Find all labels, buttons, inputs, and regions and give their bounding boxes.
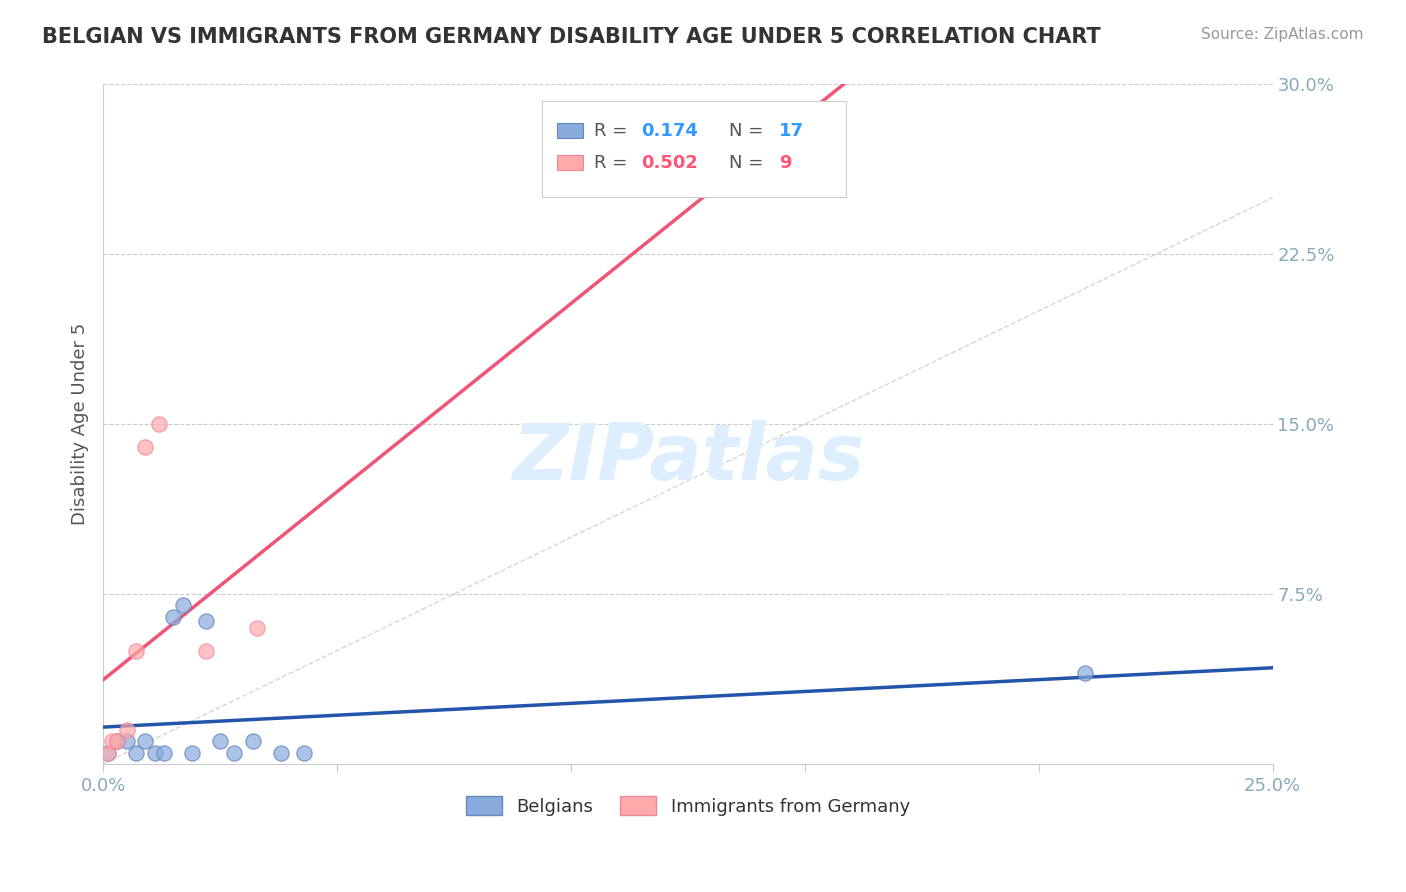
Point	[172, 599, 194, 613]
Point	[105, 734, 128, 748]
Text: R =: R =	[595, 153, 633, 171]
Point	[125, 746, 148, 760]
Text: 9: 9	[779, 153, 792, 171]
Point	[246, 621, 269, 635]
Point	[195, 614, 218, 628]
Text: 17: 17	[779, 121, 804, 140]
Point	[115, 734, 138, 748]
Text: 0.502: 0.502	[641, 153, 697, 171]
Y-axis label: Disability Age Under 5: Disability Age Under 5	[72, 323, 89, 525]
Point	[97, 746, 120, 760]
Text: N =: N =	[728, 153, 769, 171]
FancyBboxPatch shape	[541, 102, 845, 196]
Text: N =: N =	[728, 121, 769, 140]
Legend: Belgians, Immigrants from Germany: Belgians, Immigrants from Germany	[458, 789, 917, 822]
Point	[134, 734, 156, 748]
Text: Source: ZipAtlas.com: Source: ZipAtlas.com	[1201, 27, 1364, 42]
FancyBboxPatch shape	[557, 123, 582, 138]
Text: BELGIAN VS IMMIGRANTS FROM GERMANY DISABILITY AGE UNDER 5 CORRELATION CHART: BELGIAN VS IMMIGRANTS FROM GERMANY DISAB…	[42, 27, 1101, 46]
Point	[181, 746, 204, 760]
Point	[143, 746, 166, 760]
Point	[1074, 666, 1097, 681]
Point	[97, 746, 120, 760]
Point	[101, 734, 124, 748]
FancyBboxPatch shape	[557, 155, 582, 170]
Point	[125, 643, 148, 657]
Text: ZIPatlas: ZIPatlas	[512, 420, 863, 496]
Text: R =: R =	[595, 121, 633, 140]
Point	[148, 417, 170, 431]
Point	[195, 643, 218, 657]
Point	[153, 746, 176, 760]
Point	[270, 746, 292, 760]
Point	[115, 723, 138, 737]
Point	[105, 734, 128, 748]
Point	[224, 746, 246, 760]
Point	[292, 746, 315, 760]
Text: 0.174: 0.174	[641, 121, 697, 140]
Point	[242, 734, 264, 748]
Point	[134, 440, 156, 454]
Point	[209, 734, 232, 748]
Point	[162, 609, 184, 624]
